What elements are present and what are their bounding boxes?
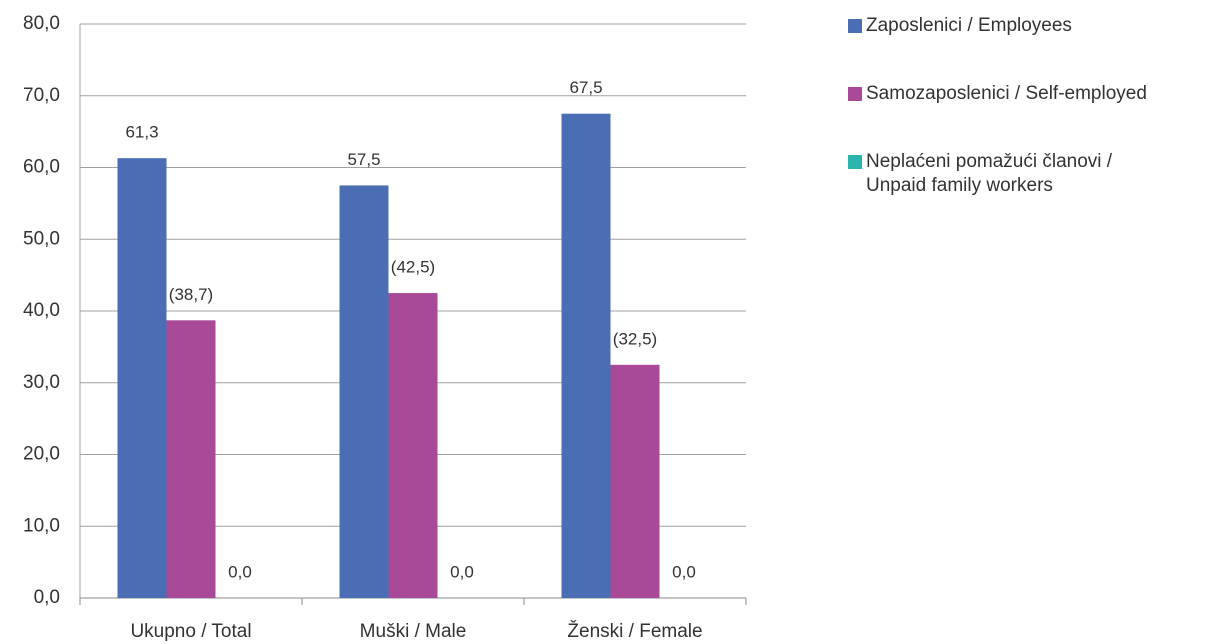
data-label: 0,0 <box>228 562 252 581</box>
bar <box>561 113 611 598</box>
legend-swatch <box>848 87 862 101</box>
x-tick-label: Ženski / Female <box>567 620 702 642</box>
y-tick-label: 30,0 <box>23 372 60 393</box>
legend-swatch <box>848 155 862 169</box>
y-tick-label: 70,0 <box>23 85 60 106</box>
bar <box>339 185 389 598</box>
data-label: (42,5) <box>391 258 435 277</box>
bar <box>388 293 438 598</box>
x-tick-label: Ukupno / Total <box>130 621 251 642</box>
data-label: 0,0 <box>450 562 474 581</box>
y-tick-label: 50,0 <box>23 228 60 249</box>
legend: Zaposlenici / Employees Samozaposlenici /… <box>848 14 1218 242</box>
legend-label: Samozaposlenici / Self-employed <box>866 83 1147 104</box>
y-tick-label: 0,0 <box>34 587 60 608</box>
data-label: 61,3 <box>125 123 158 142</box>
y-tick-label: 40,0 <box>23 300 60 321</box>
data-label: (38,7) <box>169 285 213 304</box>
y-tick-label: 80,0 <box>23 13 60 34</box>
data-label: 0,0 <box>672 562 696 581</box>
bar <box>610 364 660 598</box>
bar <box>117 158 167 599</box>
data-label: (32,5) <box>613 329 657 348</box>
legend-label: Neplaćeni pomažući članovi / Unpaid fami… <box>866 151 1113 196</box>
x-tick-label: Muški / Male <box>360 621 467 642</box>
data-label: 67,5 <box>569 78 602 97</box>
legend-item: Samozaposlenici / Self-employed <box>848 82 1218 106</box>
legend-label: Zaposlenici / Employees <box>866 15 1072 36</box>
data-label: 57,5 <box>347 150 380 169</box>
legend-item: Neplaćeni pomažući članovi / Unpaid fami… <box>848 150 1218 198</box>
y-tick-label: 60,0 <box>23 157 60 178</box>
legend-swatch <box>848 19 862 33</box>
legend-item: Zaposlenici / Employees <box>848 14 1218 38</box>
y-tick-label: 10,0 <box>23 515 60 536</box>
bar <box>166 320 216 598</box>
y-tick-label: 20,0 <box>23 444 60 465</box>
